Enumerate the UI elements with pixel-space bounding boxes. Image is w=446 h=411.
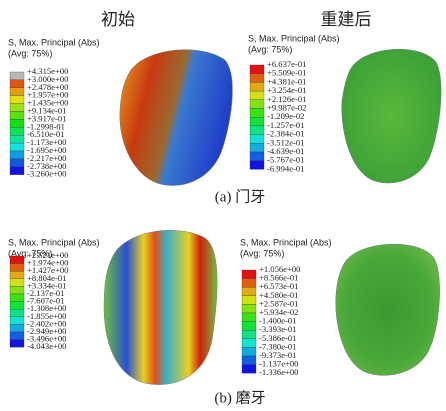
legend-swatch <box>10 340 24 348</box>
caption: (a) 门牙 <box>215 188 265 205</box>
legend-swatch <box>242 313 256 322</box>
tooth-model <box>342 49 441 183</box>
legend-swatch <box>10 159 24 167</box>
legend-swatch <box>10 112 24 120</box>
legend-swatch <box>10 286 24 294</box>
legend-swatch <box>242 347 256 356</box>
legend-swatch <box>250 74 264 83</box>
legend-swatch <box>242 279 256 288</box>
panel-title: 初始 <box>101 10 135 30</box>
figure: 初始 重建后 (a) 门牙 (b) 磨牙 S, Max. Principal (… <box>0 0 446 411</box>
legend-swatch <box>10 271 24 279</box>
legend-header: S, Max. Principal (Abs) <box>248 33 340 43</box>
legend-header: S, Max. Principal (Abs) <box>8 37 100 47</box>
legend-swatch <box>250 117 264 126</box>
legend-label: -3.260e+00 <box>27 169 66 179</box>
tooth-model <box>336 244 440 375</box>
legend-swatch <box>10 332 24 340</box>
legend-swatch <box>10 104 24 112</box>
legend-swatch <box>242 330 256 339</box>
legend-swatch <box>242 365 256 374</box>
panel-title: 重建后 <box>321 10 372 30</box>
legend-swatch <box>10 143 24 151</box>
legend-swatch <box>242 339 256 348</box>
legend-swatch <box>250 109 264 118</box>
legend-swatch <box>10 151 24 159</box>
legend-swatch <box>10 135 24 143</box>
legend-label: -1.336e+00 <box>259 367 298 377</box>
legend-swatch <box>250 126 264 135</box>
legend-swatch <box>242 270 256 279</box>
caption: (b) 磨牙 <box>214 389 265 406</box>
legend-swatch <box>10 88 24 96</box>
legend-swatch <box>242 356 256 365</box>
legend-swatch <box>10 324 24 332</box>
legend-swatch <box>250 100 264 109</box>
legend-swatch <box>10 96 24 104</box>
legend-swatch <box>10 80 24 88</box>
legend-swatch <box>250 161 264 170</box>
legend-swatch <box>10 167 24 175</box>
legend-swatch <box>10 302 24 310</box>
legend-swatch <box>10 264 24 272</box>
legend-subheader: (Avg: 75%) <box>240 248 284 258</box>
legend-label: -4.043e+00 <box>27 341 66 351</box>
legend-swatch <box>242 287 256 296</box>
legend-swatch <box>10 294 24 302</box>
legend-swatch <box>250 65 264 74</box>
legend-swatch <box>10 317 24 325</box>
legend-subheader: (Avg: 75%) <box>8 48 52 58</box>
legend-swatch <box>242 304 256 313</box>
tooth-model <box>104 230 217 384</box>
legend-swatch <box>250 135 264 144</box>
legend-swatch <box>242 322 256 331</box>
legend-label: -6.994e-01 <box>267 163 304 173</box>
legend-swatch <box>250 152 264 161</box>
legend-swatch <box>10 72 24 80</box>
legend-swatch <box>250 82 264 91</box>
legend-header: S, Max. Principal (Abs) <box>240 237 332 247</box>
legend-swatch <box>250 91 264 100</box>
legend-swatch <box>10 256 24 264</box>
legend-swatch <box>242 296 256 305</box>
legend-swatch <box>250 143 264 152</box>
legend-swatch <box>10 127 24 135</box>
legend-header: S, Max. Principal (Abs) <box>8 237 100 247</box>
legend-swatch <box>10 119 24 127</box>
legend-swatch <box>10 279 24 287</box>
tooth-model <box>120 50 233 186</box>
legend-subheader: (Avg: 75%) <box>248 44 292 54</box>
legend-swatch <box>10 309 24 317</box>
